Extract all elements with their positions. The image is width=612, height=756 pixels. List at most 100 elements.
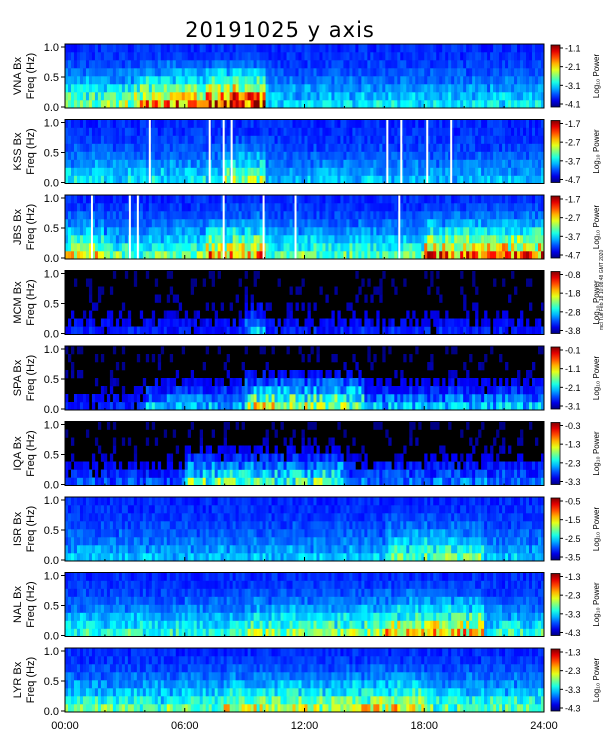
spectrogram-cell [442,159,446,168]
spectrogram-cell [109,135,114,144]
spectrogram-cell [517,60,521,69]
spectrogram-cell [253,243,257,252]
spectrogram-cell [232,127,236,136]
spectrogram-cell [436,394,440,403]
spectrogram-cell [421,119,425,128]
spectrogram-cell [157,52,162,61]
spectrogram-cell [109,92,114,101]
spectrogram-cell [268,151,272,160]
spectrogram-cell [328,370,332,379]
spectrogram-cell [376,378,380,387]
spectrogram-cell [367,135,371,144]
spectrogram-cell [391,84,395,93]
spectrogram-cell [190,370,195,379]
spectrogram-cell [508,100,512,109]
spectrogram-cell [277,386,281,395]
spectrogram-cell [397,167,401,176]
spectrogram-cell [382,354,386,363]
spectrogram-cell [247,44,251,53]
spectrogram-cell [88,195,93,204]
spectrogram-cell [529,251,533,260]
spectrogram-cell [505,235,509,244]
spectrogram-cell [106,159,111,168]
spectrogram-cell [313,60,317,69]
spectrogram-cell [538,84,542,93]
spectrogram-cell [193,159,198,168]
spectrogram-cell [481,235,485,244]
spectrogram-cell [139,219,144,228]
spectrogram-cell [217,135,221,144]
spectrogram-cell [175,100,180,109]
spectrogram-cell [343,235,347,244]
spectrogram-cell [451,235,455,244]
spectrogram-cell [280,127,284,136]
spectrogram-cell [109,370,114,379]
spectrogram-cell [115,119,120,128]
spectrogram-cell [217,143,221,152]
spectrogram-cell [145,175,150,184]
spectrogram-cell [229,227,233,236]
spectrogram-cell [460,119,464,128]
spectrogram-cell [88,251,93,260]
spectrogram-cell [65,92,69,101]
spectrogram-cell [412,402,416,411]
spectrogram-cell [439,243,443,252]
spectrogram-cell [67,92,72,101]
spectrogram-cell [202,52,206,61]
spectrogram-cell [439,251,443,260]
spectrogram-cell [154,175,159,184]
spectrogram-cell [133,68,138,77]
spectrogram-cell [472,219,476,228]
spectrogram-cell [496,167,500,176]
spectrogram-cell [472,235,476,244]
spectrogram-cell [280,92,284,101]
spectrogram-cell [517,167,521,176]
spectrogram-cell [424,243,428,252]
spectrogram-cell [193,394,198,403]
spectrogram-cell [298,175,302,184]
spectrogram-cell [139,44,144,53]
spectrogram-cell [307,44,311,53]
spectrogram-cell [250,203,254,212]
spectrogram-cell [325,167,329,176]
spectrogram-cell [349,235,353,244]
spectrogram-cell [130,195,135,204]
spectrogram-cell [259,127,263,136]
spectrogram-cell [259,84,263,93]
spectrogram-cell [442,100,446,109]
spectrogram-cell [214,167,218,176]
spectrogram-cell [295,302,299,311]
spectrogram-cell [325,84,329,93]
spectrogram-cell [232,143,236,152]
spectrogram-cell [130,394,135,403]
spectrogram-cell [355,68,359,77]
spectrogram-cell [124,68,129,77]
spectrogram-cell [256,60,260,69]
spectrogram-cell [424,251,428,260]
spectrogram-cell [448,92,452,101]
spectrogram-cell [256,211,260,220]
data-gap-mark [294,195,297,259]
spectrogram-cell [523,211,527,220]
spectrogram-cell [484,195,488,204]
spectrogram-cell [343,84,347,93]
spectrogram-cell [412,394,416,403]
spectrogram-cell [202,159,206,168]
spectrogram-cell [70,92,75,101]
spectrogram-cell [265,211,269,220]
spectrogram-cell [193,251,198,260]
spectrogram-cell [412,159,416,168]
spectrogram-cell [214,44,218,53]
spectrogram-cell [259,251,263,260]
spectrogram-cell [472,135,476,144]
spectrogram-cell [145,394,150,403]
spectrogram-cell [172,84,177,93]
spectrogram-cell [529,326,533,335]
spectrogram-cell [124,100,129,109]
spectrogram-cell [67,84,72,93]
spectrogram-cell [478,227,482,236]
spectrogram-cell [148,227,153,236]
spectrogram-cell [73,175,78,184]
spectrogram-cell [157,143,162,152]
